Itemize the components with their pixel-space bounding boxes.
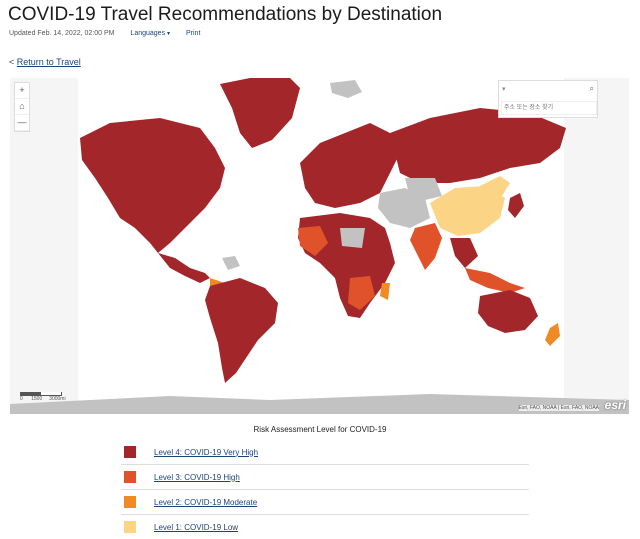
- central-america-region[interactable]: [158, 253, 210, 283]
- back-prefix: <: [9, 57, 17, 67]
- mongolia-region[interactable]: [480, 176, 510, 196]
- middle-east-region[interactable]: [378, 188, 430, 228]
- central-asia-region[interactable]: [405, 178, 442, 200]
- return-to-travel-link[interactable]: Return to Travel: [16, 57, 81, 67]
- southeast-asia-region[interactable]: [450, 238, 478, 268]
- legend-item: Level 3: COVID-19 High: [121, 465, 529, 490]
- esri-logo: esri: [604, 398, 626, 412]
- south-america-region[interactable]: [205, 278, 278, 383]
- scale-bar-graphic: [20, 392, 62, 396]
- europe-region[interactable]: [300, 123, 400, 208]
- zoom-out-button[interactable]: —: [15, 115, 29, 131]
- search-input[interactable]: [501, 101, 597, 115]
- chevron-down-icon[interactable]: ▾: [502, 86, 506, 93]
- scale-bar: 0 1500 3000mi: [20, 392, 66, 402]
- legend-link-level4[interactable]: Level 4: COVID-19 Very High: [154, 447, 259, 457]
- map-attribution: Esri, FAO, NOAA | Esri, FAO, NOAA: [518, 405, 599, 411]
- north-africa-grey-region[interactable]: [340, 228, 365, 248]
- japan-region[interactable]: [508, 193, 524, 218]
- languages-label: Languages: [130, 30, 166, 37]
- zoom-controls: + ⌂ —: [14, 82, 30, 132]
- legend-item: Level 4: COVID-19 Very High: [121, 440, 529, 465]
- page-title: COVID-19 Travel Recommendations by Desti…: [8, 4, 443, 25]
- world-map[interactable]: + ⌂ — ▾ ⌕ 0 1500 3000mi Esri, FAO, NOAA …: [10, 78, 629, 414]
- legend: Level 4: COVID-19 Very High Level 3: COV…: [121, 440, 529, 539]
- west-africa-region[interactable]: [298, 226, 328, 256]
- breadcrumb: < Return to Travel: [9, 57, 81, 67]
- cuba-region[interactable]: [222, 256, 240, 270]
- legend-title: Risk Assessment Level for COVID-19: [253, 425, 387, 434]
- legend-item: Level 1: COVID-19 Low: [121, 515, 529, 539]
- legend-link-level1[interactable]: Level 1: COVID-19 Low: [154, 522, 239, 532]
- southern-africa-region[interactable]: [348, 276, 375, 310]
- china-region[interactable]: [430, 186, 505, 236]
- updated-timestamp: Updated Feb. 14, 2022, 02:00 PM: [9, 30, 115, 37]
- map-search-widget: ▾ ⌕: [498, 80, 598, 118]
- page-meta: Updated Feb. 14, 2022, 02:00 PM Language…: [9, 30, 200, 37]
- scale-bar-labels: 0 1500 3000mi: [20, 396, 66, 402]
- russia-region[interactable]: [390, 108, 566, 183]
- languages-dropdown[interactable]: Languages ▾: [130, 30, 170, 37]
- legend-link-level3[interactable]: Level 3: COVID-19 High: [154, 472, 240, 482]
- caret-down-icon: ▾: [167, 31, 171, 37]
- north-america-region[interactable]: [80, 118, 225, 253]
- new-zealand-region[interactable]: [545, 323, 560, 346]
- home-button[interactable]: ⌂: [15, 99, 29, 115]
- antarctica-region: [10, 394, 629, 414]
- madagascar-region[interactable]: [380, 283, 390, 300]
- india-region[interactable]: [410, 223, 442, 270]
- legend-link-level2[interactable]: Level 2: COVID-19 Moderate: [154, 497, 258, 507]
- search-icon[interactable]: ⌕: [589, 84, 594, 93]
- indonesia-region[interactable]: [465, 268, 525, 293]
- australia-region[interactable]: [478, 290, 538, 333]
- greenland-region[interactable]: [220, 78, 300, 148]
- zoom-in-button[interactable]: +: [15, 83, 29, 99]
- legend-swatch: [124, 496, 136, 508]
- legend-swatch: [124, 446, 136, 458]
- map-canvas[interactable]: [10, 78, 629, 414]
- legend-swatch: [124, 521, 136, 533]
- arctic-islands-region: [330, 80, 362, 98]
- print-link[interactable]: Print: [186, 30, 201, 37]
- legend-item: Level 2: COVID-19 Moderate: [121, 490, 529, 515]
- legend-swatch: [124, 471, 136, 483]
